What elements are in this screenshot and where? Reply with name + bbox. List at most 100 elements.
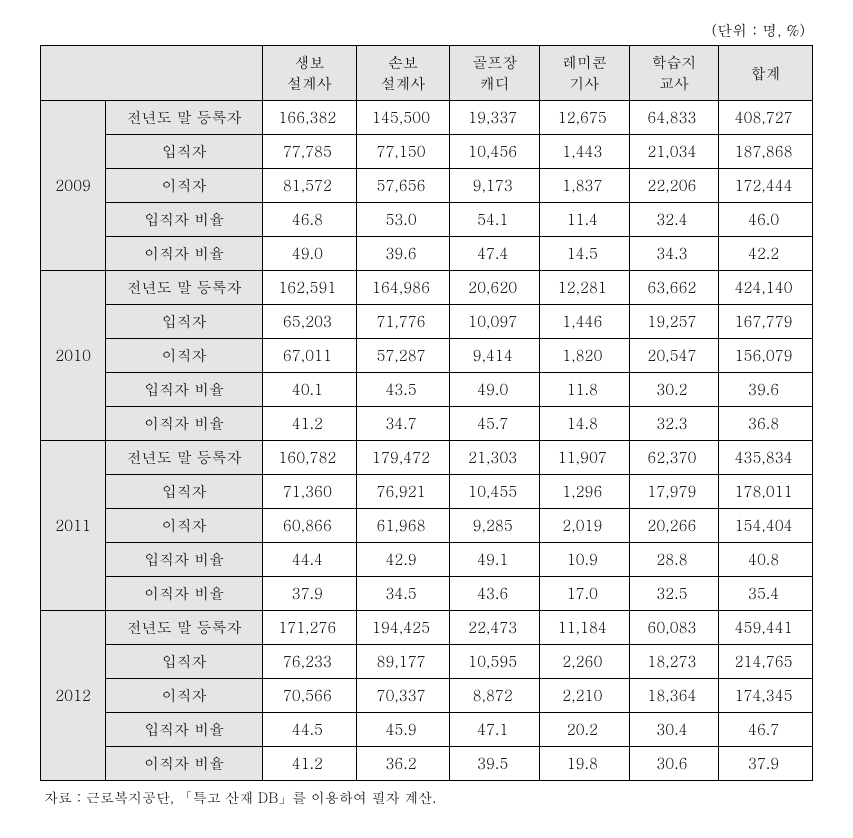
data-cell: 1,837 xyxy=(540,169,630,203)
data-cell: 39.6 xyxy=(356,237,450,271)
data-cell: 166,382 xyxy=(263,101,357,135)
data-cell: 41.2 xyxy=(263,407,357,441)
row-label-cell: 입직자 xyxy=(106,475,263,509)
row-label-cell: 전년도 말 등록자 xyxy=(106,271,263,305)
row-label-cell: 이직자 비율 xyxy=(106,407,263,441)
data-cell: 10,595 xyxy=(450,645,540,679)
data-cell: 9,285 xyxy=(450,509,540,543)
data-cell: 20,620 xyxy=(450,271,540,305)
row-label-cell: 입직자 xyxy=(106,645,263,679)
year-cell: 2010 xyxy=(41,271,106,441)
table-row: 이직자 비율37.934.543.617.032.535.4 xyxy=(41,577,813,611)
data-cell: 19,257 xyxy=(629,305,719,339)
header-col-6: 합계 xyxy=(719,46,813,101)
table-row: 이직자 비율41.236.239.519.830.637.9 xyxy=(41,747,813,781)
data-cell: 424,140 xyxy=(719,271,813,305)
data-cell: 17.0 xyxy=(540,577,630,611)
data-cell: 459,441 xyxy=(719,611,813,645)
data-cell: 70,566 xyxy=(263,679,357,713)
data-cell: 39.5 xyxy=(450,747,540,781)
table-row: 2011전년도 말 등록자160,782179,47221,30311,9076… xyxy=(41,441,813,475)
data-cell: 32.3 xyxy=(629,407,719,441)
data-cell: 10,097 xyxy=(450,305,540,339)
data-cell: 156,079 xyxy=(719,339,813,373)
table-row: 입직자71,36076,92110,4551,29617,979178,011 xyxy=(41,475,813,509)
table-row: 입직자 비율40.143.549.011.830.239.6 xyxy=(41,373,813,407)
data-cell: 64,833 xyxy=(629,101,719,135)
row-label-cell: 이직자 비율 xyxy=(106,577,263,611)
data-cell: 22,206 xyxy=(629,169,719,203)
table-row: 입직자65,20371,77610,0971,44619,257167,779 xyxy=(41,305,813,339)
data-cell: 14.5 xyxy=(540,237,630,271)
data-cell: 154,404 xyxy=(719,509,813,543)
data-cell: 71,776 xyxy=(356,305,450,339)
data-cell: 10,456 xyxy=(450,135,540,169)
data-cell: 60,866 xyxy=(263,509,357,543)
data-cell: 76,921 xyxy=(356,475,450,509)
data-cell: 21,303 xyxy=(450,441,540,475)
data-cell: 164,986 xyxy=(356,271,450,305)
row-label-cell: 입직자 xyxy=(106,305,263,339)
table-row: 이직자 비율41.234.745.714.832.336.8 xyxy=(41,407,813,441)
data-cell: 9,414 xyxy=(450,339,540,373)
table-row: 입직자76,23389,17710,5952,26018,273214,765 xyxy=(41,645,813,679)
table-row: 2012전년도 말 등록자171,276194,42522,47311,1846… xyxy=(41,611,813,645)
data-cell: 71,360 xyxy=(263,475,357,509)
data-cell: 2,019 xyxy=(540,509,630,543)
row-label-cell: 이직자 xyxy=(106,169,263,203)
data-cell: 174,345 xyxy=(719,679,813,713)
row-label-cell: 입직자 비율 xyxy=(106,713,263,747)
data-cell: 39.6 xyxy=(719,373,813,407)
row-label-cell: 입직자 비율 xyxy=(106,373,263,407)
data-cell: 435,834 xyxy=(719,441,813,475)
data-cell: 17,979 xyxy=(629,475,719,509)
data-cell: 18,364 xyxy=(629,679,719,713)
data-cell: 44.5 xyxy=(263,713,357,747)
table-row: 2009전년도 말 등록자166,382145,50019,33712,6756… xyxy=(41,101,813,135)
row-label-cell: 전년도 말 등록자 xyxy=(106,441,263,475)
row-label-cell: 이직자 xyxy=(106,509,263,543)
data-cell: 408,727 xyxy=(719,101,813,135)
data-cell: 34.3 xyxy=(629,237,719,271)
data-cell: 46.0 xyxy=(719,203,813,237)
data-cell: 20,266 xyxy=(629,509,719,543)
table-row: 2010전년도 말 등록자162,591164,98620,62012,2816… xyxy=(41,271,813,305)
unit-label: (단위 : 명, %) xyxy=(40,20,813,41)
row-label-cell: 전년도 말 등록자 xyxy=(106,101,263,135)
data-cell: 11.4 xyxy=(540,203,630,237)
data-cell: 11.8 xyxy=(540,373,630,407)
data-cell: 70,337 xyxy=(356,679,450,713)
data-cell: 22,473 xyxy=(450,611,540,645)
year-cell: 2011 xyxy=(41,441,106,611)
data-cell: 178,011 xyxy=(719,475,813,509)
row-label-cell: 전년도 말 등록자 xyxy=(106,611,263,645)
data-cell: 42.2 xyxy=(719,237,813,271)
data-cell: 12,281 xyxy=(540,271,630,305)
row-label-cell: 이직자 xyxy=(106,679,263,713)
table-row: 이직자67,01157,2879,4141,82020,547156,079 xyxy=(41,339,813,373)
data-cell: 65,203 xyxy=(263,305,357,339)
data-cell: 54.1 xyxy=(450,203,540,237)
header-col-4: 레미콘기사 xyxy=(540,46,630,101)
data-cell: 34.5 xyxy=(356,577,450,611)
data-cell: 43.5 xyxy=(356,373,450,407)
data-cell: 53.0 xyxy=(356,203,450,237)
data-cell: 40.8 xyxy=(719,543,813,577)
data-cell: 60,083 xyxy=(629,611,719,645)
data-cell: 162,591 xyxy=(263,271,357,305)
data-cell: 11,184 xyxy=(540,611,630,645)
data-cell: 194,425 xyxy=(356,611,450,645)
data-cell: 171,276 xyxy=(263,611,357,645)
data-cell: 20.2 xyxy=(540,713,630,747)
data-cell: 67,011 xyxy=(263,339,357,373)
table-row: 이직자81,57257,6569,1731,83722,206172,444 xyxy=(41,169,813,203)
data-cell: 43.6 xyxy=(450,577,540,611)
table-row: 이직자 비율49.039.647.414.534.342.2 xyxy=(41,237,813,271)
data-cell: 30.6 xyxy=(629,747,719,781)
table-row: 이직자60,86661,9689,2852,01920,266154,404 xyxy=(41,509,813,543)
data-cell: 30.4 xyxy=(629,713,719,747)
data-cell: 145,500 xyxy=(356,101,450,135)
data-cell: 179,472 xyxy=(356,441,450,475)
data-cell: 47.1 xyxy=(450,713,540,747)
data-cell: 1,296 xyxy=(540,475,630,509)
